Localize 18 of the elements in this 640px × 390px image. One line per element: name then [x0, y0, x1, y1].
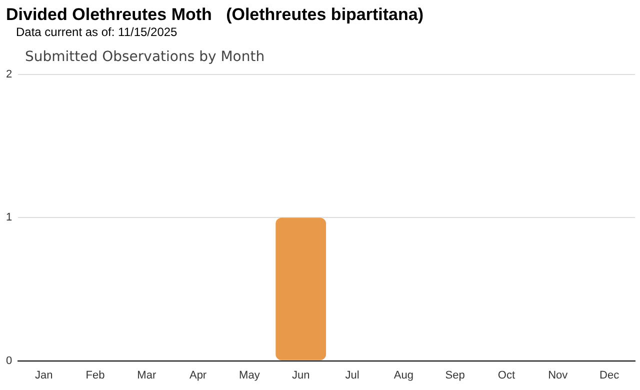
x-tick-label: Jul: [345, 369, 360, 382]
x-tick-label: Sep: [445, 369, 465, 382]
x-tick-label: Nov: [548, 369, 568, 382]
chart-title: Divided Olethreutes Moth (Olethreutes bipartitana): [6, 5, 424, 25]
x-tick-label: Mar: [137, 369, 156, 382]
text: Submitted Observations by Month: [25, 49, 265, 65]
y-tick-label: 2: [6, 68, 12, 81]
x-tick-label: Apr: [189, 369, 207, 382]
x-tick-label: Aug: [394, 369, 414, 382]
x-tick-label: Feb: [86, 369, 105, 382]
x-tick-label: Oct: [498, 369, 516, 382]
y-tick-label: 1: [6, 212, 12, 224]
chart-subtitle: Data current as of: 11/15/2025: [16, 25, 178, 39]
x-tick-label: May: [239, 369, 260, 382]
x-tick-label: Dec: [600, 369, 620, 382]
x-tick-label: Jan: [34, 369, 53, 382]
x-tick-label: Jun: [292, 369, 310, 382]
y-tick-label: 0: [6, 354, 12, 367]
